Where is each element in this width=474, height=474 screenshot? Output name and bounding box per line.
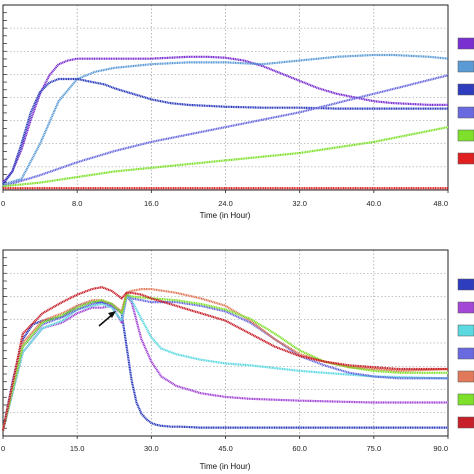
x-tick-label: 0 xyxy=(1,199,5,208)
x-tick-label: 32.0 xyxy=(292,199,307,208)
x-tick-label: 16.0 xyxy=(144,199,159,208)
chart-bottom-x-axis-label: Time (in Hour) xyxy=(200,462,251,471)
series-line-4 xyxy=(1,293,448,431)
series-line-1 xyxy=(2,55,448,184)
legend-swatch-6 xyxy=(457,393,474,406)
series-line-7 xyxy=(1,286,448,431)
chart-bottom-legend xyxy=(457,278,474,429)
x-tick-label: 24.0 xyxy=(218,199,233,208)
x-tick-label: 0 xyxy=(1,444,5,453)
legend-swatch-4 xyxy=(457,347,474,360)
x-tick-label: 90.0 xyxy=(433,444,448,453)
chart-top-series xyxy=(2,53,449,190)
x-tick-label: 40.0 xyxy=(367,199,382,208)
chart-bottom-x-ticks: 0 15.0 30.0 45.0 60.0 75.0 90.0 xyxy=(1,436,449,453)
x-tick-label: 75.0 xyxy=(367,444,382,453)
x-tick-label: 48.0 xyxy=(433,199,448,208)
legend-swatch-5 xyxy=(457,370,474,383)
legend-swatch-2 xyxy=(457,60,474,73)
legend-swatch-6 xyxy=(457,152,474,165)
series-line-5 xyxy=(2,126,449,188)
series-line-4 xyxy=(2,74,449,188)
series-line-6 xyxy=(1,293,448,431)
chart-top-x-axis-label: Time (in Hour) xyxy=(200,211,251,220)
chart-bottom-grid xyxy=(3,250,448,436)
x-tick-label: 15.0 xyxy=(70,444,85,453)
x-tick-label: 60.0 xyxy=(292,444,307,453)
legend-swatch-1 xyxy=(457,278,474,291)
x-tick-label: 8.0 xyxy=(72,199,82,208)
chart-top-legend xyxy=(457,37,474,165)
dip-arrow-annotation xyxy=(98,311,116,327)
legend-swatch-3 xyxy=(457,83,474,96)
legend-swatch-1 xyxy=(457,37,474,50)
series-line-3 xyxy=(2,77,448,186)
x-tick-label: 30.0 xyxy=(144,444,159,453)
series-line-5 xyxy=(1,288,449,431)
series-line-2 xyxy=(1,295,448,431)
chart-bottom-series xyxy=(1,286,449,431)
chart-bottom: 0 15.0 30.0 45.0 60.0 75.0 90.0 Time (in Hour) xyxy=(1,249,474,471)
legend-swatch-2 xyxy=(457,301,474,314)
legend-swatch-7 xyxy=(457,416,474,429)
legend-swatch-3 xyxy=(457,324,474,337)
chart-top: 0 8.0 16.0 24.0 32.0 40.0 48.0 Time (in Hour) xyxy=(1,4,474,220)
legend-swatch-4 xyxy=(457,106,474,119)
legend-swatch-5 xyxy=(457,129,474,142)
chart-top-grid xyxy=(3,5,448,190)
chart-top-x-ticks: 0 8.0 16.0 24.0 32.0 40.0 48.0 xyxy=(1,190,449,208)
x-tick-label: 45.0 xyxy=(218,444,233,453)
